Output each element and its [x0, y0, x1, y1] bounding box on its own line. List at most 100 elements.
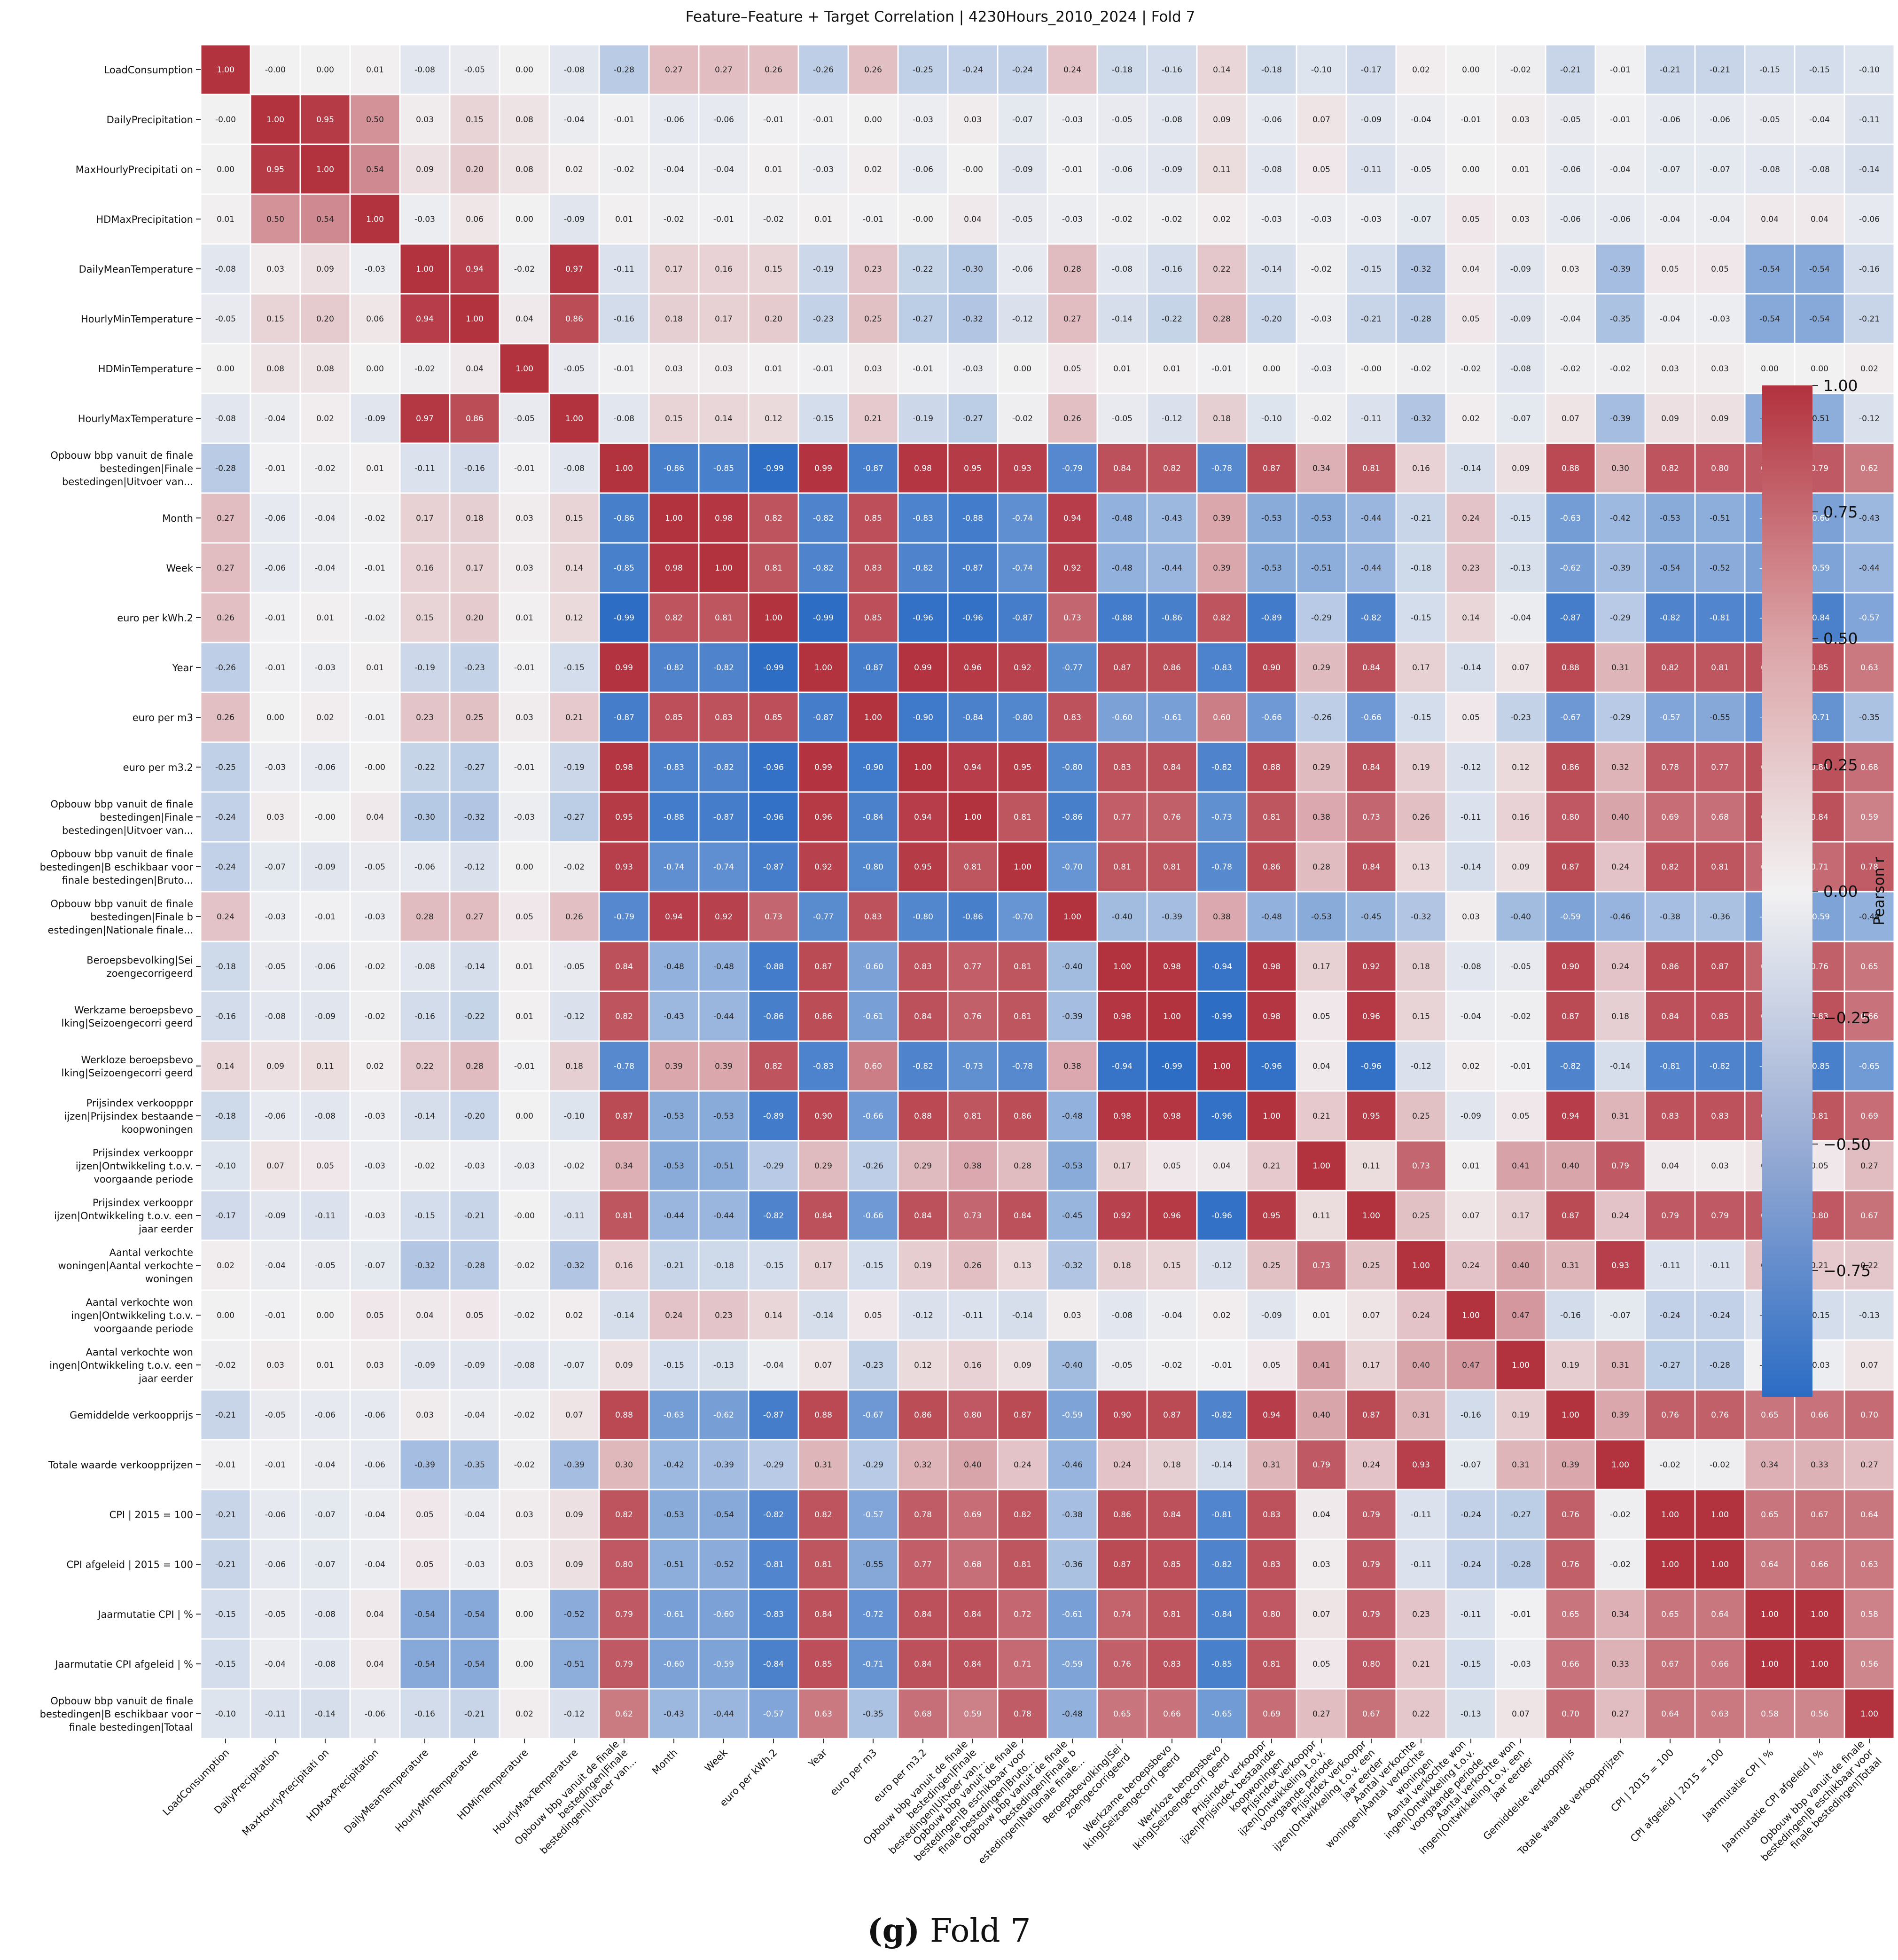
cell-value-label: -0.54	[464, 1610, 485, 1619]
row-label: Aantal verkochte won ingen|Ontwikkeling t…	[71, 1297, 193, 1334]
cell-value-label: -0.32	[1062, 1261, 1083, 1270]
heatmap-cell	[797, 1090, 849, 1142]
cell-value-label: -0.46	[1062, 1460, 1083, 1470]
cell-value-label: -0.10	[215, 1709, 236, 1719]
cell-value-label: 0.20	[765, 314, 782, 324]
cell-value-label: 0.02	[316, 414, 334, 423]
heatmap-cell	[1545, 492, 1596, 544]
column-label: CPI afgeleid | 2015 = 100	[1628, 1747, 1726, 1845]
heatmap-cell	[250, 94, 301, 145]
heatmap-cell	[1545, 1489, 1596, 1540]
cell-value-label: -0.88	[962, 514, 983, 523]
cell-value-label: -0.38	[1062, 1510, 1083, 1520]
heatmap-cell	[947, 891, 999, 942]
cell-value-label: 0.02	[1412, 65, 1430, 75]
column-label-text: Year	[806, 1747, 829, 1770]
cell-value-label: -0.59	[1560, 912, 1581, 922]
cell-value-label: 0.97	[416, 414, 434, 423]
heatmap-cell	[1495, 990, 1547, 1042]
cell-value-label: 0.39	[1562, 1460, 1579, 1470]
cell-value-label: -0.01	[215, 1460, 236, 1470]
heatmap-cell	[748, 243, 799, 295]
heatmap-cell	[299, 193, 351, 245]
cell-value-label: -0.00	[1361, 364, 1382, 374]
cell-value-label: 0.24	[1462, 1261, 1480, 1270]
cell-value-label: 0.00	[1462, 65, 1480, 75]
cell-value-label: 0.27	[1860, 1460, 1878, 1470]
cell-value-label: 0.68	[1711, 813, 1729, 822]
cell-value-label: 0.65	[1562, 1610, 1579, 1619]
cell-value-label: -0.65	[1211, 1709, 1232, 1719]
heatmap-cell	[1694, 1638, 1746, 1690]
column-label: Week	[703, 1747, 730, 1774]
cell-value-label: -0.03	[1361, 215, 1382, 224]
cell-value-label: 0.05	[1462, 713, 1480, 722]
heatmap-cell	[1495, 1439, 1547, 1490]
cell-value-label: 0.03	[665, 364, 683, 374]
heatmap-cell	[449, 193, 500, 245]
cell-value-label: 0.00	[864, 115, 882, 125]
cell-value-label: 0.28	[1312, 862, 1330, 872]
heatmap-cell	[1146, 791, 1198, 843]
heatmap-cell	[1694, 1688, 1746, 1740]
cell-value-label: 0.94	[466, 265, 484, 274]
row-label: Prijsindex verkooppr ijzen|Ontwikkeling t…	[54, 1197, 193, 1235]
cell-value-label: -0.03	[464, 1560, 485, 1569]
cell-value-label: -0.74	[1012, 564, 1033, 573]
heatmap-cell	[1545, 1538, 1596, 1590]
cell-value-label: 0.09	[1014, 1361, 1031, 1370]
cell-value-label: 0.20	[466, 165, 484, 174]
cell-value-label: -0.82	[763, 1211, 784, 1221]
chart-title: Feature–Feature + Target Correlation | 4…	[686, 8, 1195, 25]
cell-value-label: 0.05	[416, 1510, 434, 1520]
heatmap-cell	[449, 1339, 500, 1391]
cell-value-label: -0.44	[713, 1211, 734, 1221]
heatmap-cell	[1594, 143, 1646, 195]
cell-value-label: 0.09	[266, 1062, 284, 1071]
row-label: Werkloze beroepsbevo lking|Seizoengecorri…	[61, 1054, 193, 1079]
cell-value-label: 0.92	[715, 912, 733, 922]
heatmap-cell	[1246, 1289, 1297, 1341]
cell-value-label: -0.04	[464, 1411, 485, 1420]
heatmap-cell	[997, 293, 1048, 345]
cell-value-label: -0.88	[763, 962, 784, 972]
column-labels: LoadConsumptionDailyPrecipitationMaxHour…	[161, 1738, 1884, 1866]
heatmap-cell	[847, 94, 899, 145]
cell-value-label: 1.00	[615, 464, 633, 473]
cell-value-label: 0.07	[1562, 414, 1579, 423]
heatmap-cell	[1395, 1538, 1447, 1590]
cell-value-label: 0.78	[1014, 1709, 1031, 1719]
cell-value-label: -0.02	[414, 1161, 435, 1171]
heatmap-cell	[698, 791, 750, 843]
cell-value-label: -0.80	[1012, 713, 1033, 722]
cell-value-label: 0.18	[1163, 1460, 1181, 1470]
cell-value-label: 1.00	[1711, 1510, 1729, 1520]
cell-value-label: 0.19	[1512, 1411, 1530, 1420]
heatmap-cell	[1644, 990, 1696, 1042]
cell-value-label: -0.60	[1809, 514, 1830, 523]
cell-value-label: -0.12	[1162, 414, 1182, 423]
cell-value-label: 0.73	[765, 912, 782, 922]
cell-value-label: -0.51	[1809, 414, 1830, 423]
heatmap-cell	[648, 891, 700, 942]
cell-value-label: -0.15	[1759, 65, 1780, 75]
cell-value-label: -0.05	[1411, 165, 1431, 174]
cell-value-label: 0.96	[1163, 1211, 1181, 1221]
cell-value-label: 0.24	[1611, 1211, 1629, 1221]
cell-value-label: 0.22	[1860, 1261, 1878, 1270]
heatmap-cell	[299, 592, 351, 643]
cell-value-label: 0.04	[366, 1610, 384, 1619]
heatmap-cell	[847, 1588, 899, 1640]
cell-value-label: -0.61	[863, 1012, 883, 1021]
heatmap-cell	[847, 1439, 899, 1490]
cell-value-label: -0.82	[813, 514, 834, 523]
cell-value-label: 0.81	[964, 1112, 982, 1121]
cell-value-label: 0.70	[1860, 1411, 1878, 1420]
cell-value-label: 0.23	[715, 1311, 733, 1320]
cell-value-label: 1.00	[1811, 1610, 1828, 1619]
cell-value-label: 0.03	[1562, 265, 1579, 274]
heatmap-cell	[1495, 1688, 1547, 1740]
cell-value-label: 1.00	[1263, 1112, 1281, 1121]
heatmap-cell	[250, 193, 301, 245]
cell-value-label: 0.84	[1163, 763, 1181, 772]
